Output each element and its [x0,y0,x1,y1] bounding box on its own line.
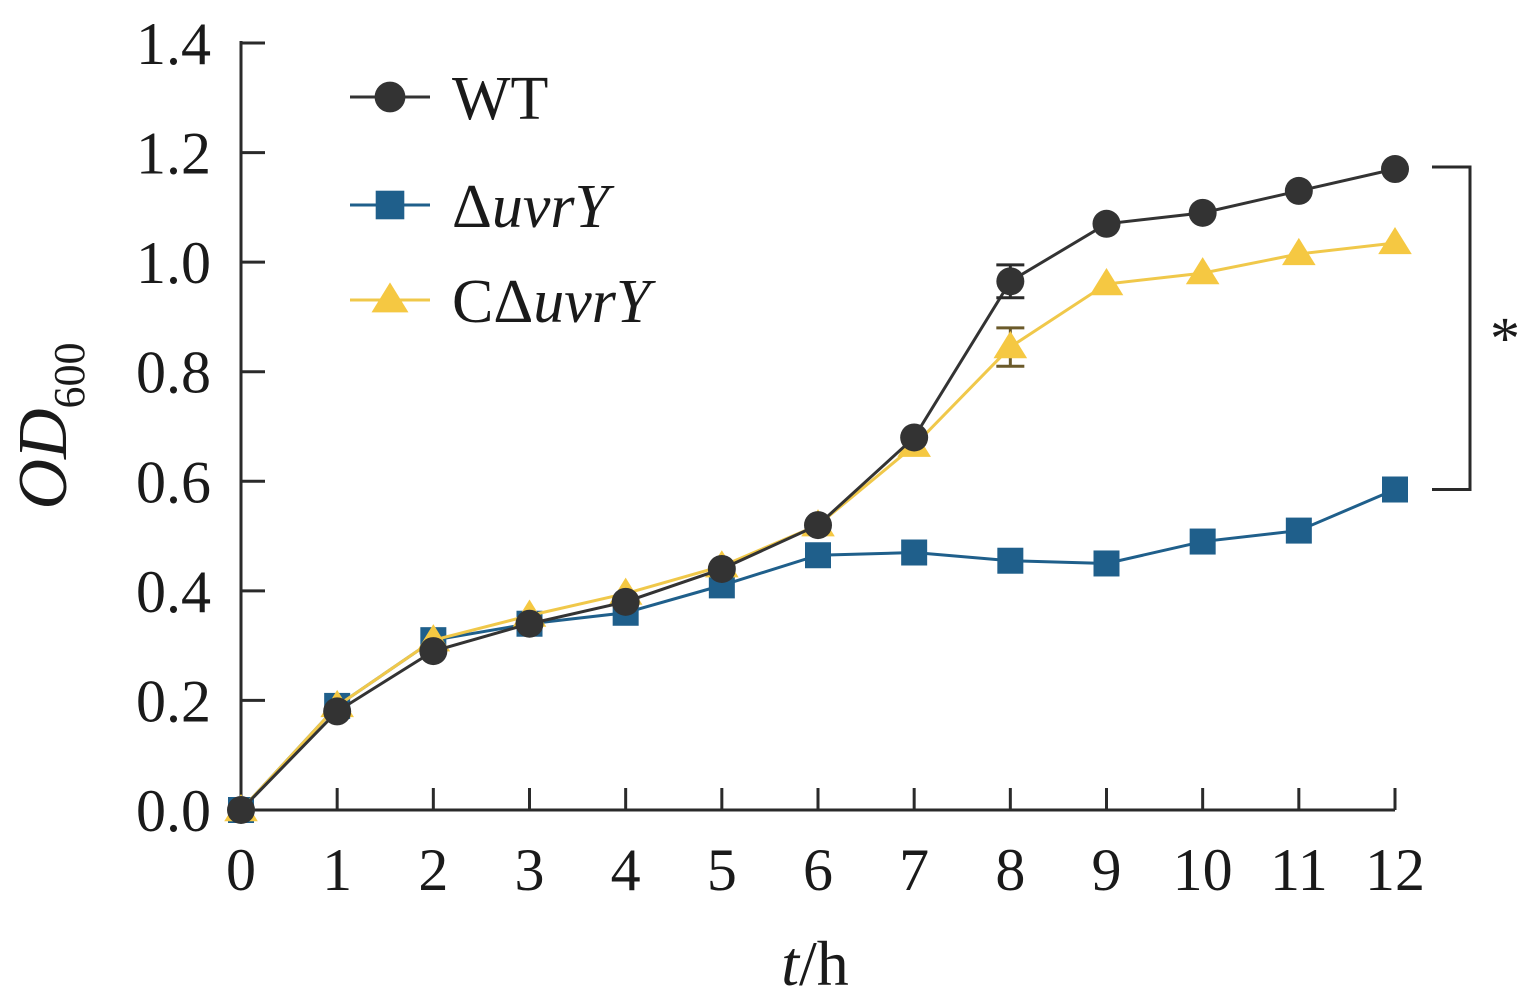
legend-marker [374,81,406,113]
data-point [997,547,1024,574]
data-point [900,423,929,452]
legend-marker [371,282,409,313]
y-axis-title-subscript: 600 [45,342,94,408]
data-point [1092,209,1121,238]
chart-axes: 0.00.20.40.60.81.01.21.40 1 2 3 4 5 6 7 8 9 10 11 12 [136,11,1425,903]
legend-item-2: CΔuvrY [350,268,656,336]
x-tick-label: 11 [1270,837,1328,903]
x-axis-title-unit: /h [799,928,849,999]
data-point [1189,528,1216,555]
legend-label: ΔuvrY [452,173,615,241]
bracket-line [1432,165,1472,492]
data-point [611,587,640,616]
x-tick-label: 4 [611,837,641,903]
data-point [1282,237,1316,266]
x-tick-label: 9 [1092,837,1122,903]
y-tick-label: 0.4 [136,559,211,625]
legend-label: WT [452,65,548,133]
legend-item-1: ΔuvrY [350,173,615,241]
x-axis-title: t/h [781,928,849,999]
data-point [1381,155,1409,184]
data-point [227,796,255,824]
data-point [515,609,544,638]
data-point [804,511,832,540]
legend-item-0: WT [350,65,548,133]
data-point [901,539,928,566]
y-tick-label: 0.2 [136,668,211,734]
data-point [1185,257,1220,285]
chart-legend: WT ΔuvrY CΔuvrY [350,65,656,336]
data-point [1093,550,1120,577]
data-point [996,267,1025,296]
data-point [993,331,1028,359]
x-tick-label: 1 [322,837,352,903]
y-tick-label: 1.0 [136,230,211,296]
x-tick-label: 5 [707,837,737,903]
significance-star: * [1490,305,1520,371]
series-line [239,167,1396,812]
legend-marker [375,190,405,220]
data-point [707,554,736,583]
y-tick-label: 0.0 [136,778,211,844]
x-tick-label: 7 [899,837,929,903]
data-point [323,697,352,726]
data-point [1188,198,1217,227]
data-point [419,637,448,666]
x-tick-label: 2 [418,837,448,903]
x-tick-label: 12 [1365,837,1425,903]
y-tick-label: 1.2 [136,121,211,187]
data-point [1382,476,1408,503]
y-tick-label: 0.6 [136,449,211,515]
significance-bracket: * [1432,165,1520,492]
data-point [1284,176,1313,205]
x-tick-label: 8 [995,837,1025,903]
data-point [1378,226,1412,255]
data-point [1089,268,1124,296]
data-point [1285,517,1312,544]
x-tick-label: 0 [226,837,256,903]
series-layer [224,155,1412,824]
data-point [805,542,831,569]
x-axis-title-italic: t [781,928,801,999]
x-tick-label: 3 [515,837,545,903]
x-tick-label: 6 [803,837,833,903]
series-0 [227,155,1409,824]
y-tick-label: 0.8 [136,340,211,406]
x-tick-label: 10 [1173,837,1233,903]
y-tick-label: 1.4 [136,11,211,77]
y-axis-title-main: OD [5,408,82,509]
legend-label: CΔuvrY [452,268,656,336]
y-axis-title: OD600 [5,342,94,509]
